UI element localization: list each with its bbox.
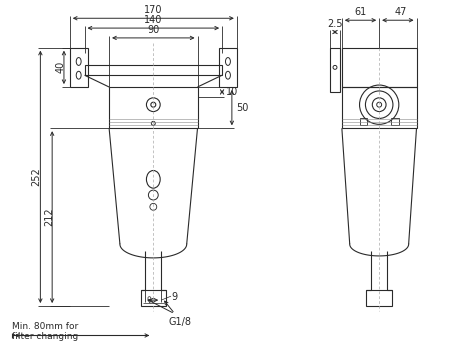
- Text: 10: 10: [226, 87, 238, 97]
- Text: 50: 50: [236, 103, 248, 113]
- Bar: [391, 118, 399, 125]
- Text: 47: 47: [395, 7, 407, 17]
- Bar: [330, 48, 340, 92]
- Bar: [140, 290, 166, 306]
- Text: 9: 9: [172, 292, 178, 302]
- Text: G1/8: G1/8: [168, 317, 191, 327]
- Text: 90: 90: [147, 25, 159, 35]
- Text: 2.5: 2.5: [327, 19, 343, 29]
- Bar: [342, 87, 417, 128]
- Text: 61: 61: [355, 7, 367, 17]
- Text: 212: 212: [44, 208, 54, 226]
- Bar: [85, 65, 222, 75]
- Bar: [70, 48, 87, 87]
- Text: 252: 252: [32, 168, 41, 186]
- Text: Min. 80mm for
filter changing: Min. 80mm for filter changing: [12, 322, 78, 341]
- Text: 170: 170: [144, 5, 162, 15]
- Text: 40: 40: [56, 61, 66, 74]
- Bar: [219, 48, 237, 87]
- Text: 140: 140: [144, 15, 162, 25]
- Bar: [360, 118, 367, 125]
- Bar: [342, 48, 417, 87]
- Bar: [366, 290, 392, 306]
- Bar: [109, 87, 198, 128]
